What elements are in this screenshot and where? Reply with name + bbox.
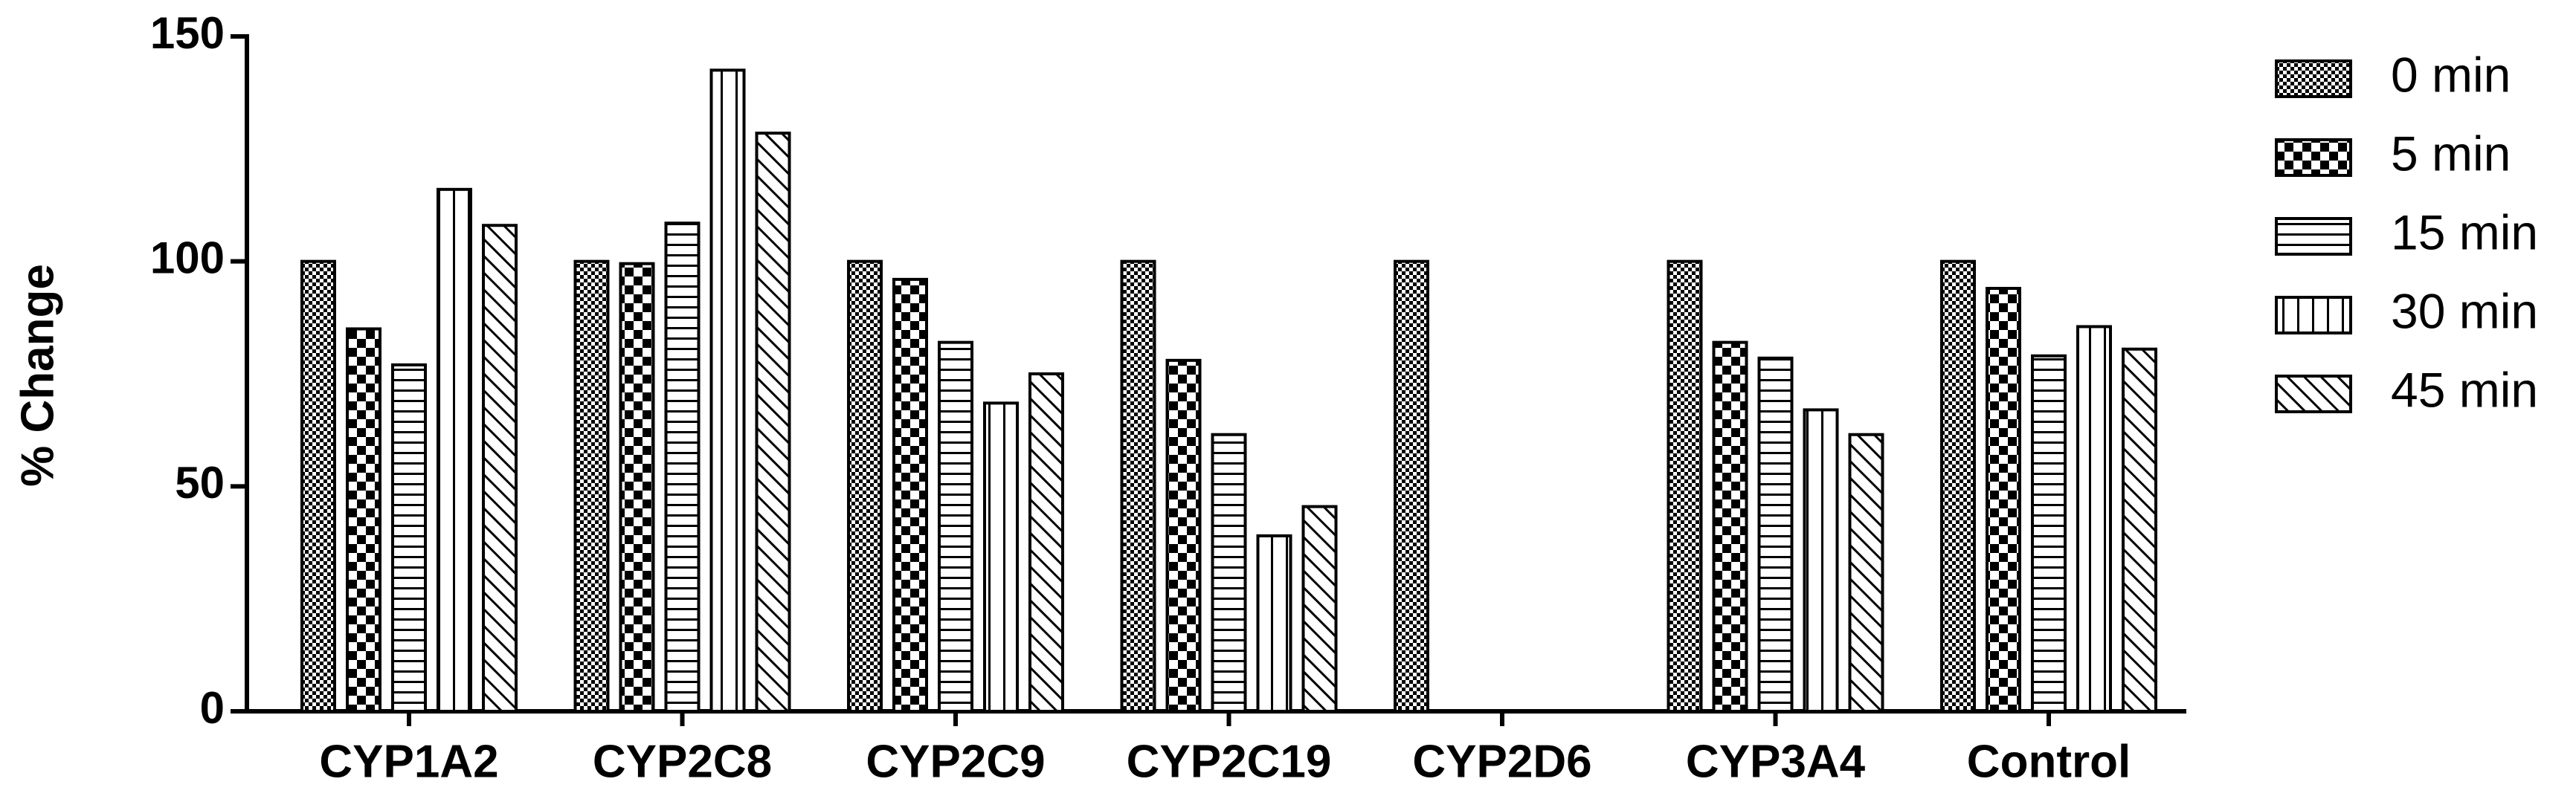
legend-swatch (2275, 59, 2352, 98)
x-tick-label: Control (1967, 736, 2131, 787)
bar (346, 327, 381, 713)
x-tick-label: CYP1A2 (319, 736, 498, 787)
bar (709, 68, 746, 713)
bar (983, 401, 1019, 713)
bar (2122, 347, 2157, 713)
bar (437, 187, 472, 713)
legend-swatch (2275, 296, 2352, 334)
bar (1712, 340, 1748, 713)
y-tick-label: 0 (200, 683, 225, 733)
legend-label: 15 min (2391, 204, 2538, 259)
bar (1120, 259, 1156, 713)
y-tick-label: 100 (150, 233, 225, 283)
bar (573, 259, 610, 713)
x-tick-label: CYP3A4 (1686, 736, 1866, 787)
bar (1803, 408, 1839, 714)
y-tick-label: 150 (150, 8, 225, 58)
bar (1940, 259, 1976, 713)
y-tick-label: 50 (175, 458, 225, 508)
legend-label: 5 min (2391, 126, 2511, 181)
legend-swatch (2275, 138, 2352, 177)
x-tick-label: CYP2C19 (1127, 736, 1332, 787)
bar (664, 221, 701, 714)
bar (1256, 534, 1292, 713)
bar (482, 224, 518, 713)
bar (1986, 286, 2021, 713)
bar (847, 259, 883, 713)
x-tick-label: CYP2C9 (866, 736, 1045, 787)
bar (892, 277, 928, 713)
bar (1211, 433, 1247, 713)
bar (2031, 354, 2067, 713)
bar (1394, 259, 1429, 713)
y-axis-title: % Change (12, 264, 63, 487)
bar (619, 262, 655, 713)
bar (300, 259, 336, 713)
legend-swatch (2275, 217, 2352, 256)
legend-swatch (2275, 375, 2352, 413)
bar (1757, 356, 1794, 713)
bar (1028, 372, 1064, 713)
bar (755, 132, 791, 713)
x-tick-label: CYP2C8 (593, 736, 772, 787)
bar (1301, 505, 1338, 713)
bar (2076, 325, 2112, 713)
bar (1667, 259, 1703, 713)
legend-label: 30 min (2391, 283, 2538, 338)
bar (391, 363, 427, 713)
legend-label: 0 min (2391, 47, 2511, 102)
bar (938, 340, 973, 713)
x-tick-label: CYP2D6 (1412, 736, 1591, 787)
legend-label: 45 min (2391, 362, 2538, 417)
bar (1165, 358, 1202, 713)
bar (1848, 433, 1884, 713)
